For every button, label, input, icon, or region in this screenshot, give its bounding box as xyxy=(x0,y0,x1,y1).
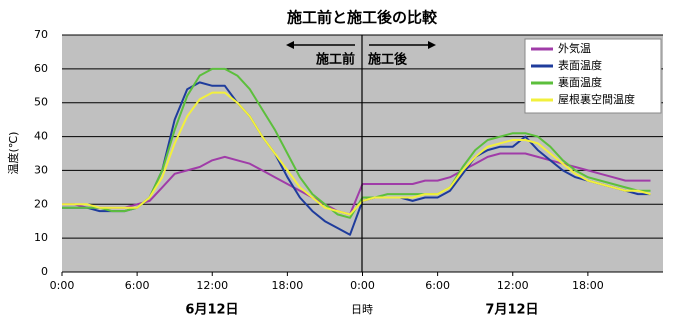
day-label: 6月12日 xyxy=(185,303,238,318)
x-axis-label: 日時 xyxy=(351,303,373,316)
series-line xyxy=(62,91,651,216)
legend-label: 表面温度 xyxy=(558,58,602,72)
x-tick-label: 0:00 xyxy=(350,279,375,292)
y-axis-label: 温度(℃) xyxy=(6,132,20,175)
y-tick-label: 50 xyxy=(34,96,48,109)
x-tick-label: 12:00 xyxy=(497,279,529,292)
y-tick-label: 30 xyxy=(34,163,48,176)
y-tick-label: 20 xyxy=(34,197,48,210)
annotation: 施工前 xyxy=(316,52,355,68)
legend-label: 屋根裏空間温度 xyxy=(558,92,635,106)
y-tick-label: 60 xyxy=(34,62,48,75)
chart-title: 施工前と施工後の比較 xyxy=(287,9,438,27)
annotation: 施工後 xyxy=(368,52,408,68)
x-tick-label: 0:00 xyxy=(50,279,75,292)
y-tick-label: 0 xyxy=(41,265,48,278)
x-tick-label: 6:00 xyxy=(425,279,450,292)
arrow-head xyxy=(428,41,436,49)
x-tick-label: 18:00 xyxy=(272,279,304,292)
y-tick-label: 40 xyxy=(34,130,48,143)
legend-label: 裏面温度 xyxy=(558,75,602,89)
y-tick-label: 10 xyxy=(34,231,48,244)
x-tick-label: 18:00 xyxy=(572,279,604,292)
x-tick-label: 12:00 xyxy=(196,279,228,292)
y-tick-label: 70 xyxy=(34,28,48,41)
day-label: 7月12日 xyxy=(485,303,538,318)
arrow-head xyxy=(286,41,294,49)
legend-label: 外気温 xyxy=(558,41,591,55)
x-tick-label: 6:00 xyxy=(125,279,150,292)
